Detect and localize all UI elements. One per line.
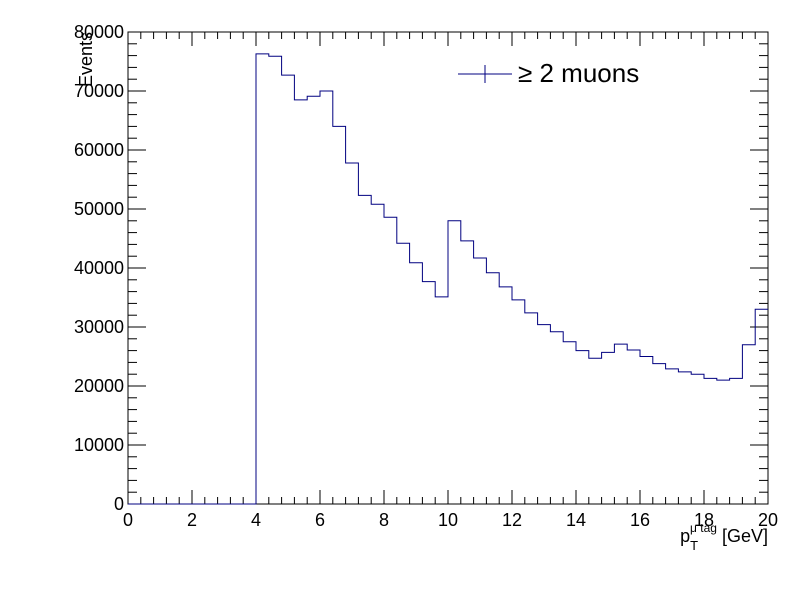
histogram-bin bbox=[486, 273, 499, 504]
histogram-bin bbox=[435, 297, 448, 504]
x-axis-label-unit: [GeV] bbox=[717, 526, 768, 546]
y-axis-label: Events bbox=[76, 32, 96, 87]
histogram-bin bbox=[499, 287, 512, 504]
histogram-bin bbox=[358, 195, 371, 504]
histogram-bin bbox=[282, 75, 295, 504]
histogram-bin bbox=[474, 258, 487, 504]
histogram-bin bbox=[371, 204, 384, 504]
x-axis-label-main: p bbox=[680, 526, 690, 546]
histogram-bin bbox=[333, 126, 346, 504]
histogram-bin bbox=[704, 378, 717, 504]
histogram-bin bbox=[602, 352, 615, 504]
histogram-bin bbox=[653, 364, 666, 504]
x-tick-label: 10 bbox=[438, 510, 458, 530]
histogram-bin bbox=[666, 369, 679, 504]
y-tick-label: 20000 bbox=[74, 376, 124, 396]
histogram-bin bbox=[742, 345, 755, 504]
y-tick-label: 60000 bbox=[74, 140, 124, 160]
x-tick-label: 18 bbox=[694, 510, 714, 530]
y-tick-label: 70000 bbox=[74, 81, 124, 101]
x-tick-label: 0 bbox=[123, 510, 133, 530]
y-tick-label: 10000 bbox=[74, 435, 124, 455]
x-tick-label: 2 bbox=[187, 510, 197, 530]
histogram-bin bbox=[512, 300, 525, 504]
histogram-bin bbox=[307, 96, 320, 504]
histogram-bin bbox=[320, 91, 333, 504]
y-tick-label: 80000 bbox=[74, 22, 124, 42]
x-tick-label: 12 bbox=[502, 510, 522, 530]
histogram-bin bbox=[538, 325, 551, 504]
histogram-bin bbox=[730, 378, 743, 504]
y-tick-label: 50000 bbox=[74, 199, 124, 219]
histogram-bin bbox=[717, 380, 730, 504]
histogram-bin bbox=[589, 358, 602, 504]
histogram-bin bbox=[410, 263, 423, 504]
histogram-bin bbox=[627, 350, 640, 504]
x-axis-label: pTμ tag [GeV] bbox=[680, 521, 768, 553]
histogram-bin bbox=[384, 217, 397, 504]
histogram-bin bbox=[678, 372, 691, 504]
histogram-bin bbox=[525, 313, 538, 504]
histogram-bin bbox=[550, 332, 563, 504]
histogram-bin bbox=[576, 351, 589, 504]
histogram-bin bbox=[691, 374, 704, 504]
y-tick-label: 30000 bbox=[74, 317, 124, 337]
x-tick-label: 6 bbox=[315, 510, 325, 530]
legend-label: ≥ 2 muons bbox=[518, 58, 639, 88]
x-axis-label-sup: μ tag bbox=[690, 521, 717, 535]
y-tick-label: 0 bbox=[114, 494, 124, 514]
x-tick-label: 20 bbox=[758, 510, 778, 530]
histogram-bin bbox=[256, 54, 269, 504]
histogram-line bbox=[128, 53, 768, 505]
histogram-bin bbox=[448, 221, 461, 504]
histogram-bin bbox=[461, 241, 474, 504]
x-tick-label: 16 bbox=[630, 510, 650, 530]
histogram-bin bbox=[294, 100, 307, 504]
x-tick-label: 8 bbox=[379, 510, 389, 530]
histogram-bin bbox=[563, 342, 576, 504]
histogram-bin bbox=[269, 56, 282, 504]
x-axis-label-sub: T bbox=[690, 538, 698, 553]
histogram-bin bbox=[422, 282, 435, 504]
y-tick-label: 40000 bbox=[74, 258, 124, 278]
histogram-bin bbox=[346, 163, 359, 504]
histogram-bin bbox=[614, 344, 627, 504]
histogram-bin bbox=[640, 357, 653, 505]
x-tick-label: 14 bbox=[566, 510, 586, 530]
histogram-bin bbox=[397, 243, 410, 504]
x-tick-label: 4 bbox=[251, 510, 261, 530]
